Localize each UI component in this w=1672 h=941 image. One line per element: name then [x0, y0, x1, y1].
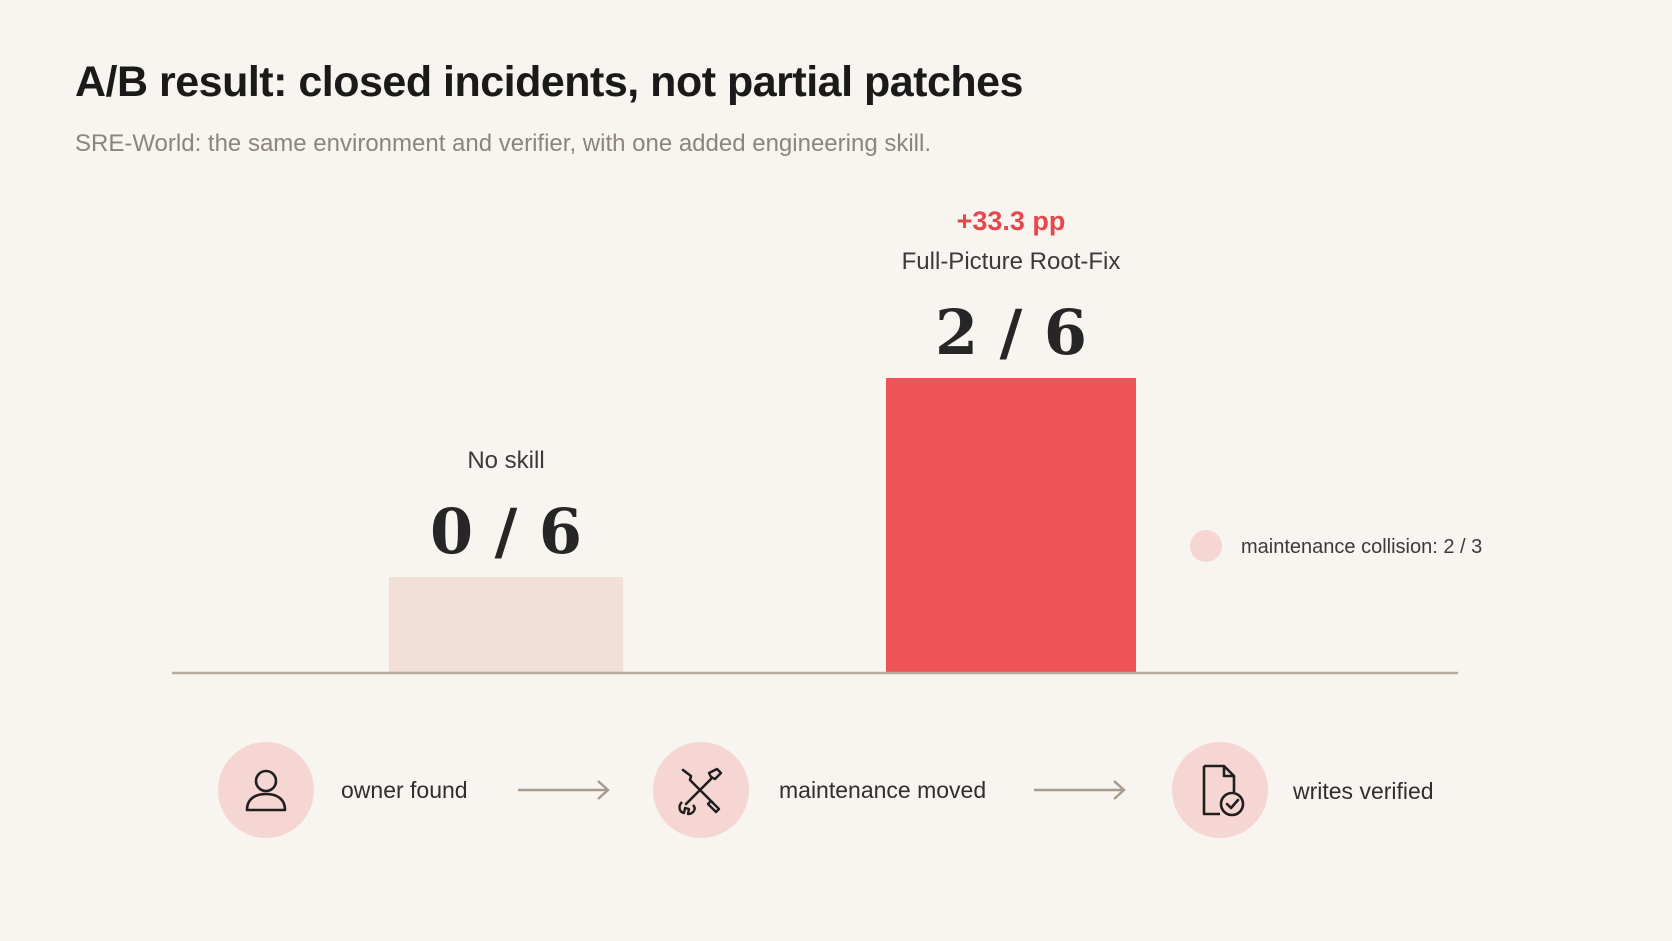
bar-root-fix: [886, 378, 1136, 673]
bar-value-label: 2 / 6: [935, 296, 1087, 369]
legend-swatch: [1190, 530, 1222, 562]
bar-category-label: Full-Picture Root-Fix: [902, 248, 1121, 275]
bar-category-label: No skill: [467, 447, 544, 474]
page-subtitle: SRE-World: the same environment and veri…: [75, 130, 932, 157]
bar-value-label: 0 / 6: [430, 495, 582, 568]
legend-label: maintenance collision: 2 / 3: [1241, 536, 1482, 558]
page-title: A/B result: closed incidents, not partia…: [75, 58, 1023, 106]
delta-annotation: +33.3 pp: [957, 206, 1066, 236]
bar-no-skill: [389, 577, 623, 673]
